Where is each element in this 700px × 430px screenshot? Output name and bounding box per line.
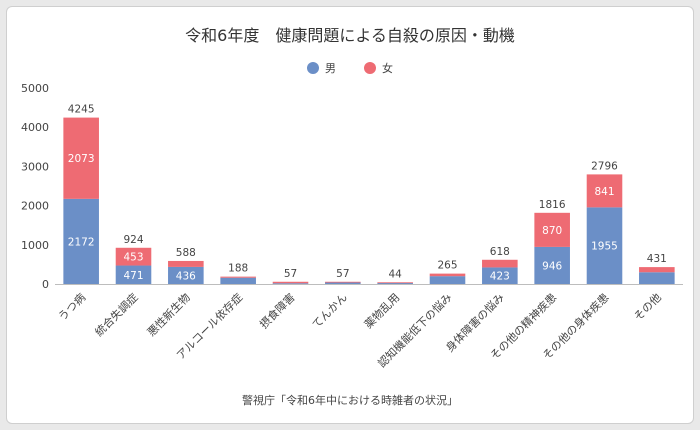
bar-segment: [586, 174, 623, 208]
x-category-label: 悪性新生物: [144, 290, 193, 339]
chart-frame: [6, 6, 694, 424]
x-category-label: てんかん: [310, 291, 350, 331]
bar-total-label: 618: [490, 246, 510, 258]
x-category-label: その他: [631, 291, 664, 324]
bar-segment: [220, 276, 256, 278]
bar-segment-label: 2073: [68, 153, 95, 165]
x-category-label: 薬物乱用: [361, 290, 402, 331]
bar-segment: [534, 246, 570, 284]
legend-label-female: 女: [382, 62, 393, 75]
y-tick-label: 2000: [21, 200, 49, 213]
bar-segment-label: 2172: [68, 236, 95, 248]
bar-segment-label: 946: [542, 260, 562, 272]
bar-total-label: 588: [176, 247, 196, 259]
bar-segment: [429, 276, 466, 284]
bar-segment: [534, 212, 570, 247]
bar-segment: [377, 282, 413, 284]
legend-item-female: 女: [364, 60, 393, 76]
chart-title: 令和6年度 健康問題による自殺の原因・動機: [185, 26, 515, 45]
bar-segment-label: 436: [176, 270, 196, 282]
bar-segment-label: 1955: [591, 241, 618, 253]
y-tick-label: 4000: [21, 121, 49, 134]
bar-segment: [115, 265, 152, 284]
y-tick-label: 0: [42, 278, 49, 291]
bar-segment: [325, 282, 361, 284]
bar-segment: [63, 117, 99, 199]
x-category-label: うつ病: [55, 290, 88, 323]
x-category-label: 摂食障害: [257, 290, 298, 331]
bar-segment: [639, 267, 675, 273]
bar-segment: [639, 272, 675, 284]
y-tick-label: 1000: [21, 239, 49, 252]
bar-segment: [377, 282, 413, 284]
bar-total-label: 188: [228, 263, 248, 275]
bar-segment-label: 423: [490, 271, 510, 283]
bar-segment: [429, 273, 466, 277]
bar-segment: [482, 267, 518, 284]
y-tick-label: 3000: [21, 160, 49, 173]
bar-total-label: 1816: [539, 199, 566, 211]
bar-segment-label: 453: [123, 252, 143, 264]
bar-segment: [482, 259, 518, 268]
bar-segment: [586, 207, 623, 284]
bar-segment-label: 841: [594, 186, 614, 198]
bar-segment: [115, 247, 152, 266]
x-category-label: 統合失調症: [92, 290, 141, 339]
bar-segment: [272, 281, 309, 284]
legend-swatch-male: [307, 62, 319, 74]
bar-total-label: 2796: [591, 160, 618, 172]
bar-segment-label: 870: [542, 225, 562, 237]
bar-total-label: 431: [647, 253, 667, 265]
legend-label-male: 男: [325, 62, 336, 75]
bar-total-label: 265: [437, 260, 457, 272]
bar-total-label: 57: [284, 268, 297, 280]
bar-segment: [272, 283, 309, 285]
bar-segment: [220, 277, 256, 284]
bar-segment: [325, 281, 361, 283]
bar-total-label: 57: [336, 268, 349, 280]
bar-total-label: 4245: [68, 104, 95, 116]
bar-total-label: 924: [123, 234, 143, 246]
bar-segment: [63, 198, 99, 284]
legend-swatch-female: [364, 62, 376, 74]
bar-total-label: 44: [388, 268, 402, 280]
y-tick-label: 5000: [21, 82, 49, 95]
chart-source: 警視庁「令和6年中における時雑者の状況」: [242, 394, 458, 407]
legend-item-male: 男: [307, 60, 336, 76]
bar-segment-label: 471: [123, 270, 143, 282]
bar-segment: [168, 266, 204, 284]
chart-legend: 男 女: [0, 60, 700, 76]
bar-segment: [168, 260, 204, 267]
